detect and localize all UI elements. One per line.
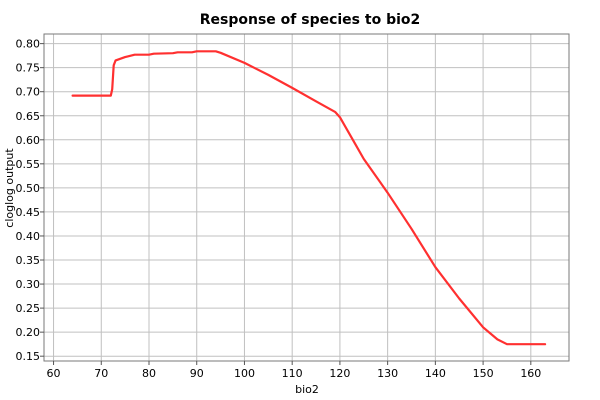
plot-area — [71, 50, 547, 346]
x-tick-label: 60 — [47, 367, 61, 380]
x-tick-label: 130 — [377, 367, 398, 380]
x-tick-label: 160 — [520, 367, 541, 380]
x-tick-label: 80 — [142, 367, 156, 380]
y-tick-label: 0.40 — [16, 230, 41, 243]
y-axis: 0.15 0.20 0.25 0.30 0.35 0.40 0.45 0.50 0.55 0.60… — [16, 38, 44, 363]
y-tick-label: 0.20 — [16, 326, 41, 339]
y-tick-label: 0.70 — [16, 86, 41, 99]
x-tick-label: 70 — [94, 367, 108, 380]
x-axis-label: bio2 — [295, 383, 319, 396]
plot-frame — [43, 33, 570, 362]
y-tick-label: 0.50 — [16, 182, 41, 195]
y-tick-label: 0.75 — [16, 62, 41, 75]
y-tick-label: 0.80 — [16, 38, 41, 51]
y-tick-label: 0.65 — [16, 110, 41, 123]
y-tick-label: 0.35 — [16, 254, 41, 267]
x-tick-label: 120 — [329, 367, 350, 380]
y-tick-label: 0.30 — [16, 278, 41, 291]
x-axis: 60 70 80 90 100 110 120 130 140 150 160 — [47, 361, 541, 380]
y-tick-label: 0.45 — [16, 206, 41, 219]
x-tick-label: 90 — [190, 367, 204, 380]
y-axis-label: cloglog output — [3, 148, 16, 228]
y-tick-label: 0.25 — [16, 302, 41, 315]
y-tick-label: 0.15 — [16, 350, 41, 363]
x-tick-label: 140 — [425, 367, 446, 380]
x-tick-label: 150 — [473, 367, 494, 380]
y-tick-label: 0.55 — [16, 158, 41, 171]
x-tick-label: 110 — [282, 367, 303, 380]
x-tick-label: 100 — [234, 367, 255, 380]
chart-title: Response of species to bio2 — [200, 12, 421, 28]
grid — [44, 34, 569, 361]
y-tick-label: 0.60 — [16, 134, 41, 147]
response-curve — [71, 50, 547, 346]
